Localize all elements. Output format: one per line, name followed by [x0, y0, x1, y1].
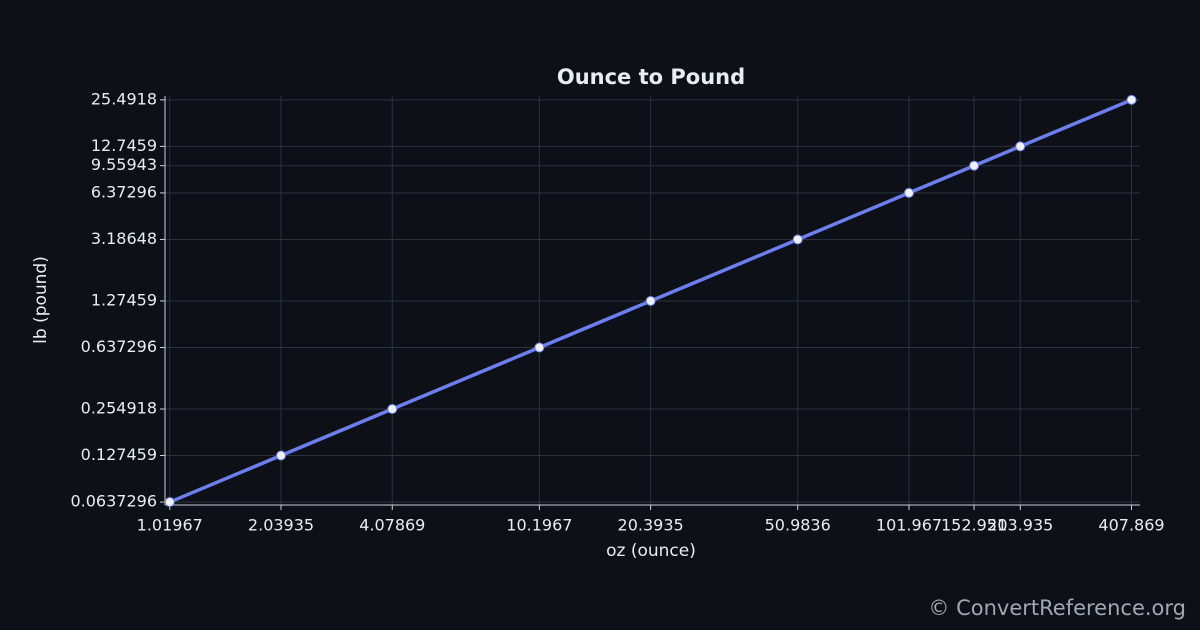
y-tick-label: 6.37296 — [91, 182, 157, 201]
footer: © ConvertReference.org — [928, 596, 1186, 620]
x-tick-label: 407.869 — [1098, 516, 1164, 535]
y-tick-label: 1.27459 — [91, 290, 157, 309]
x-tick-label: 4.07869 — [359, 516, 425, 535]
y-tick-label: 9.55943 — [91, 155, 157, 174]
x-tick-label: 203.935 — [987, 516, 1053, 535]
y-tick-label: 12.7459 — [91, 136, 157, 155]
x-tick-label: 20.3935 — [618, 516, 684, 535]
data-point — [276, 450, 287, 461]
x-tick-label: 2.03935 — [248, 516, 314, 535]
y-tick-label: 3.18648 — [91, 229, 157, 248]
y-tick-label: 0.637296 — [81, 337, 157, 356]
y-tick-label: 0.127459 — [81, 445, 157, 464]
y-tick-label: 0.254918 — [81, 399, 157, 418]
x-tick-label: 50.9836 — [765, 516, 831, 535]
chart-title: Ounce to Pound — [557, 65, 745, 89]
x-tick-label: 10.1967 — [506, 516, 572, 535]
data-point — [534, 342, 545, 353]
series-line — [169, 98, 1133, 504]
y-axis-label: lb (pound) — [31, 256, 51, 344]
y-tick-label: 0.0637296 — [70, 492, 157, 511]
x-tick-label: 1.01967 — [137, 516, 203, 535]
data-point — [164, 497, 175, 508]
data-point — [387, 404, 398, 415]
data-point — [1126, 94, 1137, 105]
y-tick-label: 25.4918 — [91, 89, 157, 108]
data-point — [1015, 141, 1026, 152]
x-tick-label: 101.967 — [876, 516, 942, 535]
x-tick-label: 152.951 — [941, 516, 1007, 535]
data-point — [903, 187, 914, 198]
data-point — [792, 234, 803, 245]
data-point — [645, 295, 656, 306]
x-axis-label: oz (ounce) — [606, 541, 696, 561]
data-point — [969, 160, 980, 171]
